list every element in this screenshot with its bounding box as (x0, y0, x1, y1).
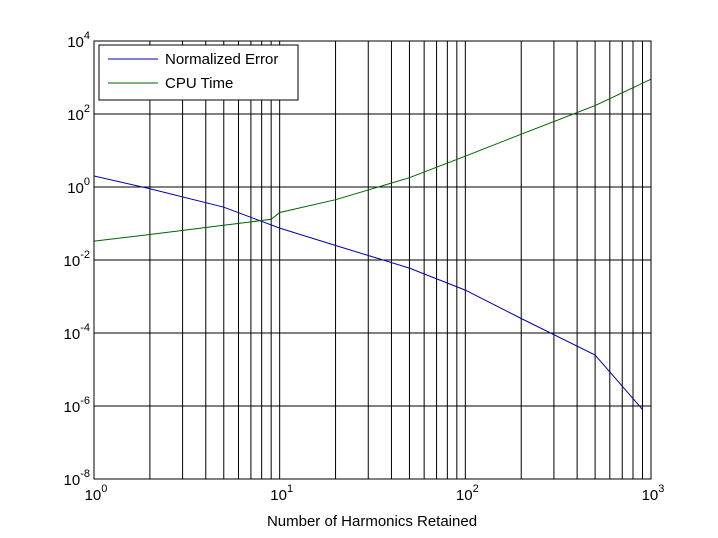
x-axis-label: Number of Harmonics Retained (267, 513, 477, 530)
x-tick-label: 101 (270, 483, 293, 504)
y-tick-label: 10-6 (64, 395, 90, 416)
legend-label-normalized-error: Normalized Error (165, 51, 278, 68)
series-line-normalized-error (93, 175, 643, 410)
y-tick-label: 104 (67, 30, 90, 51)
grid-lines (94, 41, 651, 479)
x-tick-label: 102 (456, 483, 479, 504)
x-tick-labels: 100 101 102 103 (85, 483, 665, 504)
y-tick-label: 10-4 (64, 322, 90, 343)
x-tick-label: 103 (642, 483, 665, 504)
plot-frame (93, 40, 652, 480)
series-lines (93, 78, 652, 410)
legend-label-cpu-time: CPU Time (165, 75, 233, 92)
y-tick-label: 100 (67, 176, 90, 197)
y-tick-label: 102 (67, 103, 90, 124)
y-tick-labels: 10-8 10-6 10-4 10-2 100 102 104 (64, 30, 90, 489)
legend: Normalized Error CPU Time (98, 44, 299, 101)
x-tick-label: 100 (85, 483, 108, 504)
legend-box (98, 44, 299, 101)
y-tick-label: 10-8 (64, 468, 90, 489)
series-line-cpu-time (93, 78, 652, 242)
y-tick-label: 10-2 (64, 249, 90, 270)
